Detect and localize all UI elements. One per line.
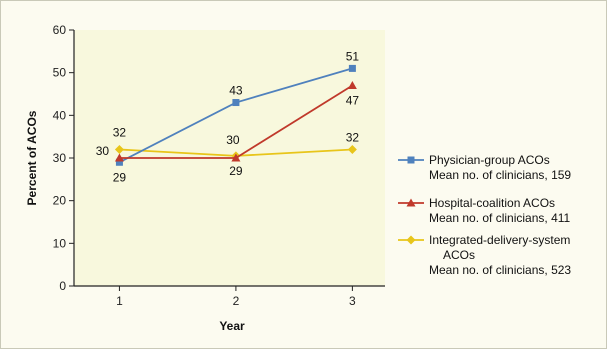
x-tick-label: 3 [349,294,356,308]
hospital-coalition-data-label: 47 [346,93,360,107]
integrated-delivery-system-legend-marker [406,235,416,245]
integrated-delivery-system-data-label: 32 [346,130,360,144]
physician-group-legend-label: Physician-group ACOs [429,153,550,167]
integrated-delivery-system-data-label: 30 [226,133,240,147]
y-tick-label: 40 [53,108,67,122]
hospital-coalition-point [114,153,124,162]
hospital-coalition-legend-label: Mean no. of clinicians, 411 [429,211,571,225]
hospital-coalition-data-label: 29 [229,164,243,178]
hospital-coalition-point [347,80,357,89]
integrated-delivery-system-legend-label: Mean no. of clinicians, 523 [429,263,571,277]
integrated-delivery-system-legend-label: ACOs [443,248,475,262]
physician-group-legend-marker [407,156,415,164]
integrated-delivery-system-data-label: 32 [113,125,127,139]
y-tick-label: 50 [53,66,67,80]
hospital-coalition-legend-label: Hospital-coalition ACOs [429,196,555,210]
x-tick-label: 2 [233,294,240,308]
physician-group-legend-label: Mean no. of clinicians, 159 [429,168,571,182]
y-tick-label: 60 [53,23,67,37]
hospital-coalition-point [231,153,241,162]
integrated-delivery-system-legend-label: Integrated-delivery-system [429,233,570,247]
physician-group-data-label: 51 [346,49,360,63]
physician-group-data-label: 43 [229,84,243,98]
y-tick-label: 0 [59,279,66,293]
hospital-coalition-legend-marker [406,198,416,207]
y-tick-label: 10 [53,236,67,250]
physician-group-point [232,99,240,107]
series-layer [114,64,357,166]
y-tick-label: 20 [53,194,67,208]
integrated-delivery-system-point [347,144,357,154]
physician-group-data-label: 29 [113,170,127,184]
y-axis: 0 10 20 30 40 50 60 [53,23,75,293]
y-axis-title: Percent of ACOs [25,110,39,205]
physician-group-point [115,158,123,166]
x-tick-label: 1 [116,294,123,308]
hospital-coalition-data-label: 30 [96,144,110,158]
integrated-delivery-system-point [114,144,124,154]
physician-group-point [348,64,356,72]
x-axis: 1 2 3 [74,285,385,308]
x-axis-title: Year [219,319,245,333]
y-tick-label: 30 [53,151,67,165]
